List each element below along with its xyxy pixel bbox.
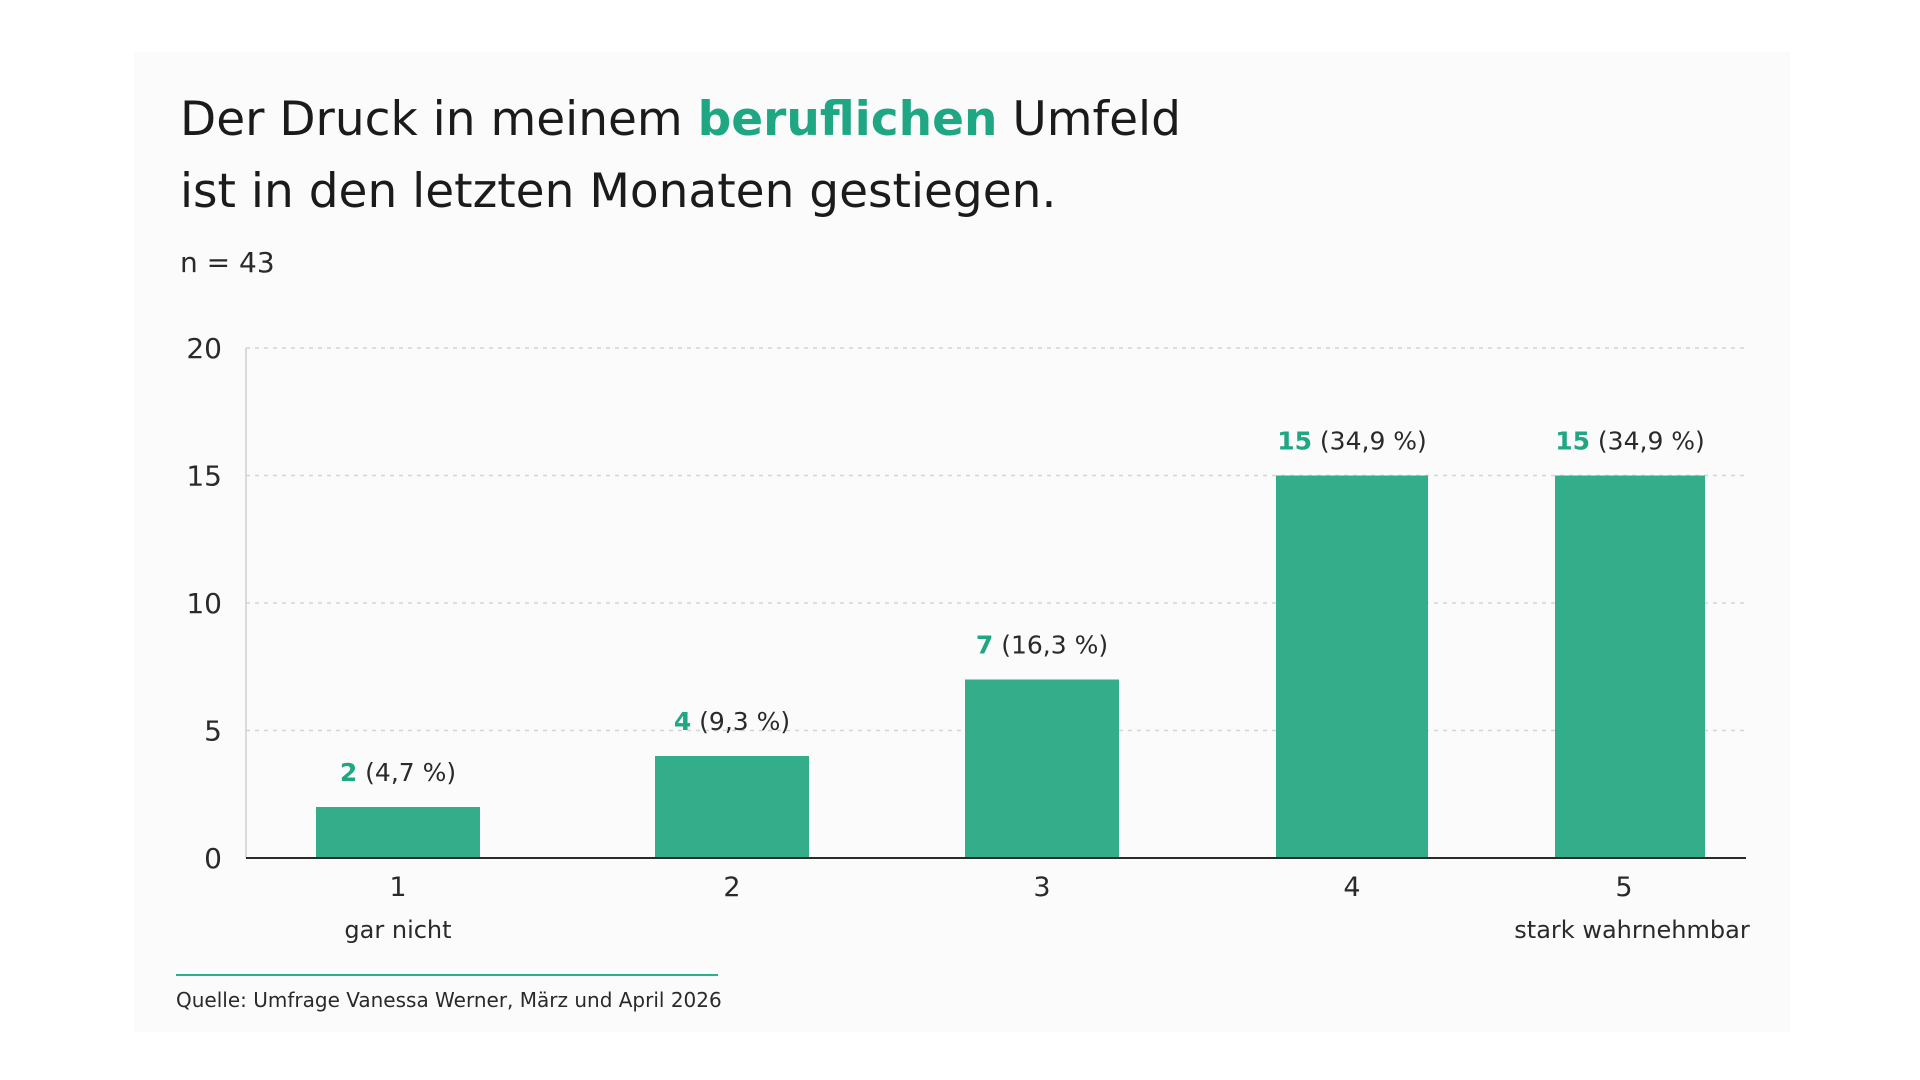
y-tick-label: 15 xyxy=(186,460,222,493)
x-tick-label: 2 xyxy=(723,872,740,903)
x-tick-label: 3 xyxy=(1033,872,1050,903)
chart-card xyxy=(134,52,1790,1032)
chart-title: Der Druck in meinem beruflichen Umfeld is… xyxy=(180,84,1680,228)
source-note: Quelle: Umfrage Vanessa Werner, März und… xyxy=(176,988,722,1012)
x-tick-label: 1 xyxy=(389,872,406,903)
bar xyxy=(965,679,1119,858)
x-category-sublabel: stark wahrnehmbar xyxy=(1514,916,1750,944)
y-tick-label: 5 xyxy=(204,715,222,748)
title-highlight: beruflichen xyxy=(697,92,998,147)
x-category-sublabel: gar nicht xyxy=(344,916,451,944)
title-line-2: ist in den letzten Monaten gestiegen. xyxy=(180,164,1057,219)
x-tick-label: 5 xyxy=(1615,872,1632,903)
data-label: 4 (9,3 %) xyxy=(674,707,790,736)
data-label: 15 (34,9 %) xyxy=(1277,427,1427,456)
bar xyxy=(1276,475,1428,858)
bar xyxy=(1555,475,1705,858)
data-label: 15 (34,9 %) xyxy=(1555,427,1705,456)
x-tick-label: 4 xyxy=(1343,872,1360,903)
data-label: 2 (4,7 %) xyxy=(340,758,456,787)
y-tick-label: 20 xyxy=(186,332,222,365)
source-divider xyxy=(176,974,718,976)
bar xyxy=(655,756,809,858)
bar xyxy=(316,807,480,858)
y-tick-label: 10 xyxy=(186,587,222,620)
sample-size: n = 43 xyxy=(180,246,275,279)
title-part-after: Umfeld xyxy=(997,92,1181,147)
title-part-before: Der Druck in meinem xyxy=(180,92,698,147)
data-label: 7 (16,3 %) xyxy=(976,631,1108,660)
y-tick-label: 0 xyxy=(204,842,222,875)
